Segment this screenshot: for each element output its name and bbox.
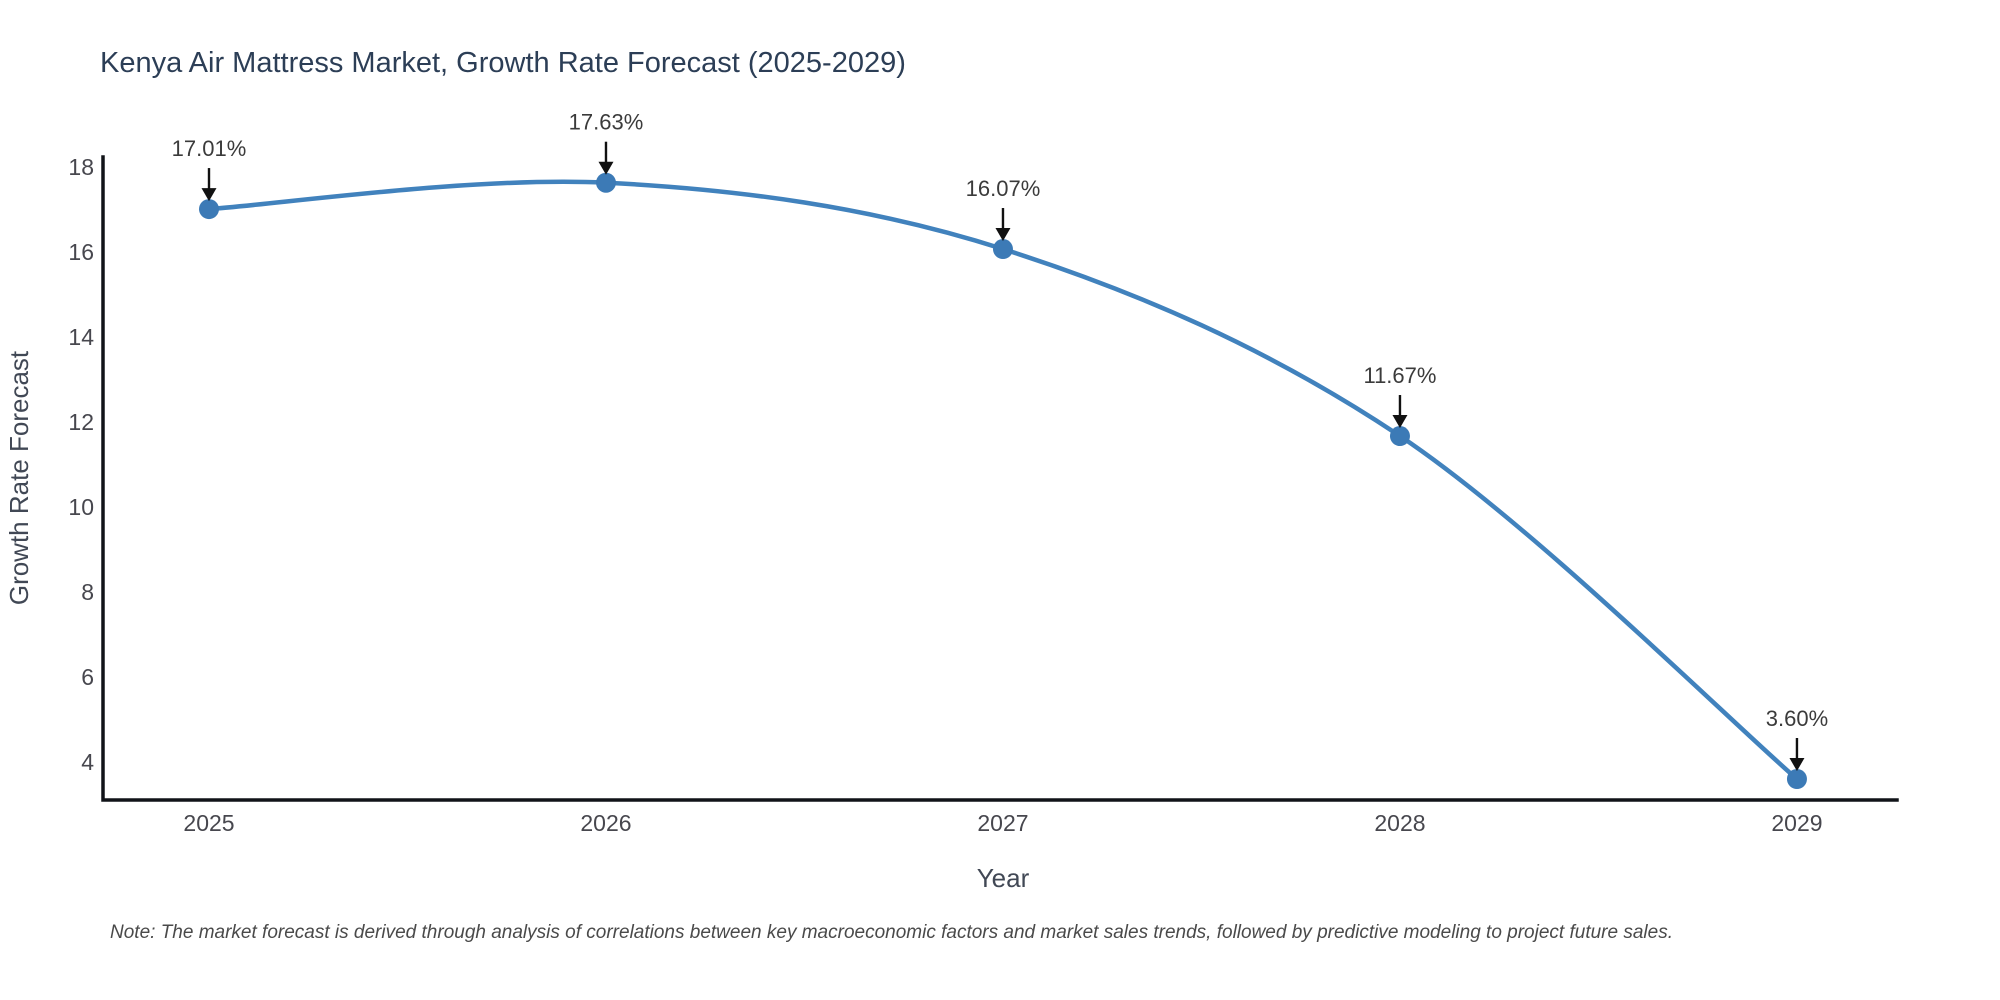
annotation-arrow-head [1789, 758, 1805, 772]
annotation-arrow-head [1392, 415, 1408, 429]
y-tick-label: 10 [68, 494, 94, 520]
y-tick-label: 4 [81, 749, 94, 775]
point-value-label: 11.67% [1363, 363, 1436, 388]
series-layer [198, 172, 1807, 790]
x-tick-label: 2027 [977, 810, 1028, 836]
footnote: Note: The market forecast is derived thr… [110, 922, 1673, 943]
y-tick-label: 14 [68, 324, 94, 350]
point-value-label: 3.60% [1766, 706, 1828, 731]
point-value-label: 16.07% [966, 176, 1041, 201]
y-tick-label: 18 [68, 154, 94, 180]
data-point-marker [1389, 426, 1410, 447]
annotations-layer: 17.01% 17.63% 16.07% 11.67% 3.60% [172, 110, 1828, 772]
annotation-arrow-head [201, 188, 217, 202]
annotation-arrow-head [598, 161, 614, 175]
y-tick-label: 6 [81, 664, 94, 690]
x-tick-label: 2025 [183, 810, 234, 836]
y-tick-label: 16 [68, 239, 94, 265]
axes-layer: 4 6 8 10 12 14 16 18 2025 2026 2027 2028 2029 [68, 154, 1899, 836]
y-tick-label: 12 [68, 409, 94, 435]
point-value-label: 17.63% [569, 110, 644, 135]
data-point-marker [1786, 769, 1807, 790]
forecast-line [206, 179, 1800, 782]
annotation-arrow-head [995, 228, 1011, 242]
data-point-marker [198, 199, 219, 220]
chart-title: Kenya Air Mattress Market, Growth Rate F… [100, 47, 906, 79]
x-axis-title: Year [977, 863, 1030, 893]
point-value-label: 17.01% [172, 136, 247, 161]
y-axis-title: Growth Rate Forecast [4, 350, 34, 605]
y-tick-label: 8 [81, 579, 94, 605]
x-tick-label: 2026 [580, 810, 631, 836]
data-point-marker [992, 239, 1013, 260]
x-tick-label: 2029 [1771, 810, 1822, 836]
axis-lines [101, 155, 1899, 802]
data-point-marker [595, 172, 616, 193]
x-tick-label: 2028 [1374, 810, 1425, 836]
